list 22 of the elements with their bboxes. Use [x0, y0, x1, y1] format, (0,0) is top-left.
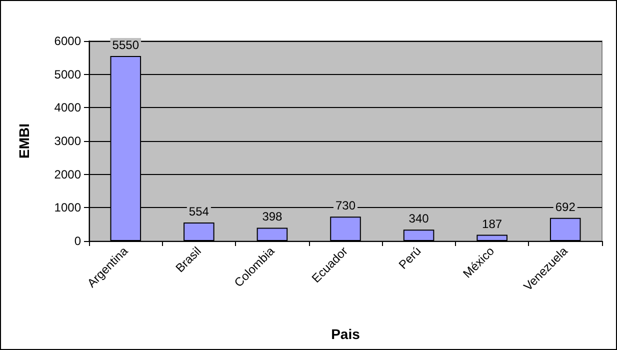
- bar: [184, 222, 214, 241]
- bar: [256, 228, 288, 241]
- y-axis-title: EMBI: [16, 124, 32, 158]
- y-tick-label: 2000: [54, 167, 82, 182]
- y-tick-label: 4000: [54, 100, 82, 115]
- x-axis-title: Pais: [331, 326, 360, 342]
- bar: [330, 216, 361, 241]
- bar: [476, 234, 508, 241]
- data-label: 398: [262, 210, 283, 224]
- data-label: 692: [555, 200, 576, 214]
- y-tick-label: 3000: [54, 134, 82, 148]
- data-label: 730: [335, 198, 356, 213]
- data-label: 187: [482, 216, 502, 231]
- y-tick-label: 1000: [54, 200, 82, 215]
- y-tick-label: 0: [74, 234, 82, 248]
- data-label: 554: [188, 204, 210, 219]
- y-tick-label: 5000: [54, 67, 82, 82]
- data-label: 5550: [112, 38, 140, 52]
- y-tick-label: 6000: [54, 34, 82, 48]
- bar: [403, 230, 434, 241]
- data-label: 340: [408, 212, 430, 226]
- bar: [550, 218, 581, 241]
